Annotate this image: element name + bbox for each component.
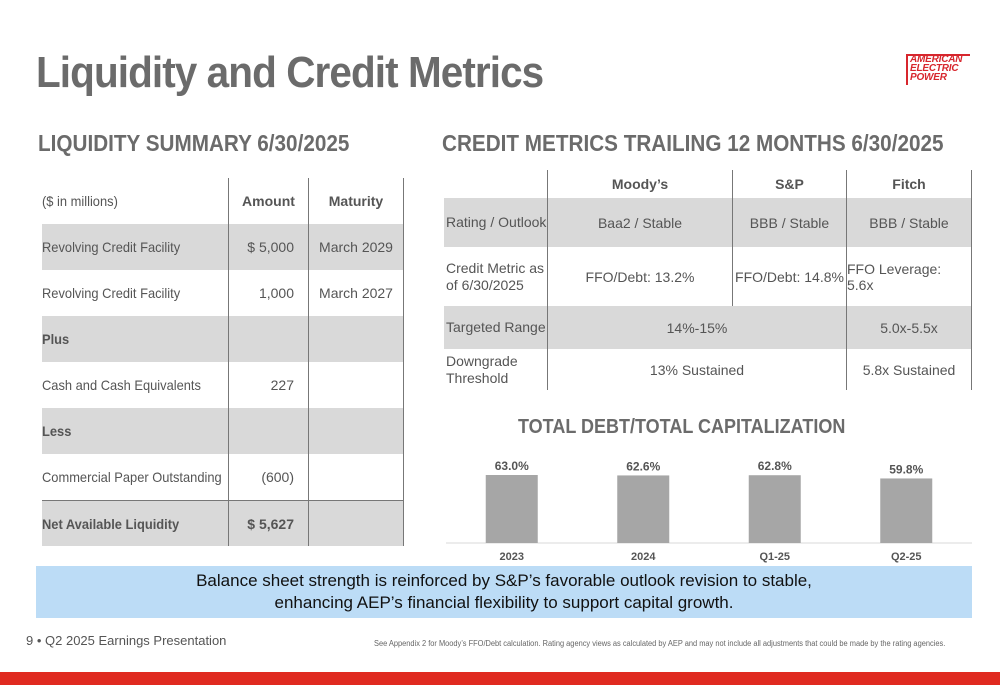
- targeted-range-row: Targeted Range 14%-15% 5.0x-5.5x: [444, 306, 972, 349]
- credit-metrics-table: Moody’s S&P Fitch Rating / Outlook Baa2 …: [444, 170, 972, 390]
- maturity-header: Maturity: [308, 178, 404, 224]
- row-label: Credit Metric as of 6/30/2025: [446, 259, 545, 293]
- bar-Q1-25: [748, 475, 801, 543]
- fitch-value: BBB / Stable: [846, 198, 972, 247]
- data-label: 63.0%: [495, 459, 529, 473]
- row-amount: 1,000: [228, 270, 308, 316]
- row-maturity: [308, 362, 404, 408]
- row-label: Revolving Credit Facility: [42, 285, 181, 301]
- row-label: Rating / Outlook: [446, 214, 547, 230]
- row-label: Net Available Liquidity: [42, 515, 180, 532]
- fitch-value: 5.8x Sustained: [846, 349, 972, 390]
- aep-logo: AMERICAN ELECTRIC POWER: [900, 52, 972, 90]
- row-maturity: March 2027: [308, 270, 404, 316]
- bar-2024: [617, 475, 670, 543]
- bar-Q2-25: [880, 478, 933, 543]
- row-label: Downgrade Threshold: [446, 352, 518, 386]
- row-amount: $ 5,627: [228, 501, 308, 546]
- fitch-value: 5.0x-5.5x: [846, 306, 972, 349]
- data-label: 62.6%: [626, 459, 660, 473]
- rating-row: Rating / Outlook Baa2 / Stable BBB / Sta…: [444, 198, 972, 247]
- net-liquidity-row: Net Available Liquidity $ 5,627: [42, 500, 404, 546]
- sp-header: S&P: [732, 170, 846, 198]
- bar-2023: [485, 475, 538, 543]
- table-row: Cash and Cash Equivalents 227: [42, 362, 404, 408]
- fitch-header: Fitch: [846, 170, 972, 198]
- downgrade-threshold-row: Downgrade Threshold 13% Sustained 5.8x S…: [444, 349, 972, 390]
- row-label: Less: [42, 423, 72, 439]
- callout-banner: Balance sheet strength is reinforced by …: [36, 566, 972, 618]
- moodys-sp-value: 14%-15%: [547, 306, 846, 349]
- callout-line-2: enhancing AEP’s financial flexibility to…: [274, 593, 734, 612]
- bottom-accent-bar: [0, 672, 1000, 685]
- data-label: 62.8%: [758, 459, 792, 473]
- sp-value: BBB / Stable: [732, 198, 846, 247]
- row-label: Cash and Cash Equivalents: [42, 377, 201, 393]
- units-label: ($ in millions): [42, 193, 118, 209]
- credit-metrics-title: CREDIT METRICS TRAILING 12 MONTHS 6/30/2…: [442, 130, 944, 156]
- chart-title: TOTAL DEBT/TOTAL CAPITALIZATION: [518, 416, 846, 438]
- row-amount: 227: [228, 362, 308, 408]
- moodys-value: FFO/Debt: 13.2%: [547, 247, 732, 306]
- row-amount: $ 5,000: [228, 224, 308, 270]
- row-maturity: [308, 454, 404, 500]
- amount-header: Amount: [228, 178, 308, 224]
- logo-wordmark: AMERICAN ELECTRIC POWER: [910, 54, 963, 83]
- x-tick-label: Q2-25: [891, 551, 922, 563]
- debt-capitalization-chart: 63.0% 2023 62.6% 2024 62.8% Q1-25 59.8% Q2-25: [446, 459, 972, 563]
- fitch-value: FFO Leverage: 5.6x: [846, 247, 972, 306]
- row-amount: [228, 408, 308, 454]
- callout-line-1: Balance sheet strength is reinforced by …: [196, 571, 812, 590]
- corner-cell: [444, 170, 547, 198]
- moodys-header: Moody’s: [547, 170, 732, 198]
- row-label: Revolving Credit Facility: [42, 239, 181, 255]
- table-row: Revolving Credit Facility $ 5,000 March …: [42, 224, 404, 270]
- row-label: Targeted Range: [446, 319, 546, 335]
- table-row: Less: [42, 408, 404, 454]
- data-label: 59.8%: [889, 462, 923, 476]
- footnote: See Appendix 2 for Moody’s FFO/Debt calc…: [374, 639, 946, 648]
- moodys-sp-value: 13% Sustained: [547, 349, 846, 390]
- liquidity-header-row: ($ in millions) Amount Maturity: [42, 178, 404, 224]
- row-maturity: [308, 316, 404, 362]
- table-row: Revolving Credit Facility 1,000 March 20…: [42, 270, 404, 316]
- row-amount: (600): [228, 454, 308, 500]
- row-maturity: March 2029: [308, 224, 404, 270]
- row-amount: [228, 316, 308, 362]
- credit-header-row: Moody’s S&P Fitch: [444, 170, 972, 198]
- table-row: Plus: [42, 316, 404, 362]
- credit-metric-row: Credit Metric as of 6/30/2025 FFO/Debt: …: [444, 247, 972, 306]
- moodys-value: Baa2 / Stable: [547, 198, 732, 247]
- x-tick-label: 2024: [631, 551, 656, 563]
- liquidity-summary-title: LIQUIDITY SUMMARY 6/30/2025: [38, 130, 350, 156]
- table-row: Commercial Paper Outstanding (600): [42, 454, 404, 500]
- sp-value: FFO/Debt: 14.8%: [732, 247, 846, 306]
- row-label: Plus: [42, 331, 70, 347]
- row-maturity: [308, 501, 404, 546]
- row-maturity: [308, 408, 404, 454]
- x-tick-label: Q1-25: [759, 551, 790, 563]
- x-tick-label: 2023: [500, 551, 524, 563]
- liquidity-table: ($ in millions) Amount Maturity Revolvin…: [42, 178, 404, 546]
- row-label: Commercial Paper Outstanding: [42, 469, 222, 485]
- page-title: Liquidity and Credit Metrics: [36, 48, 544, 97]
- page-footer: 9 • Q2 2025 Earnings Presentation: [26, 633, 227, 648]
